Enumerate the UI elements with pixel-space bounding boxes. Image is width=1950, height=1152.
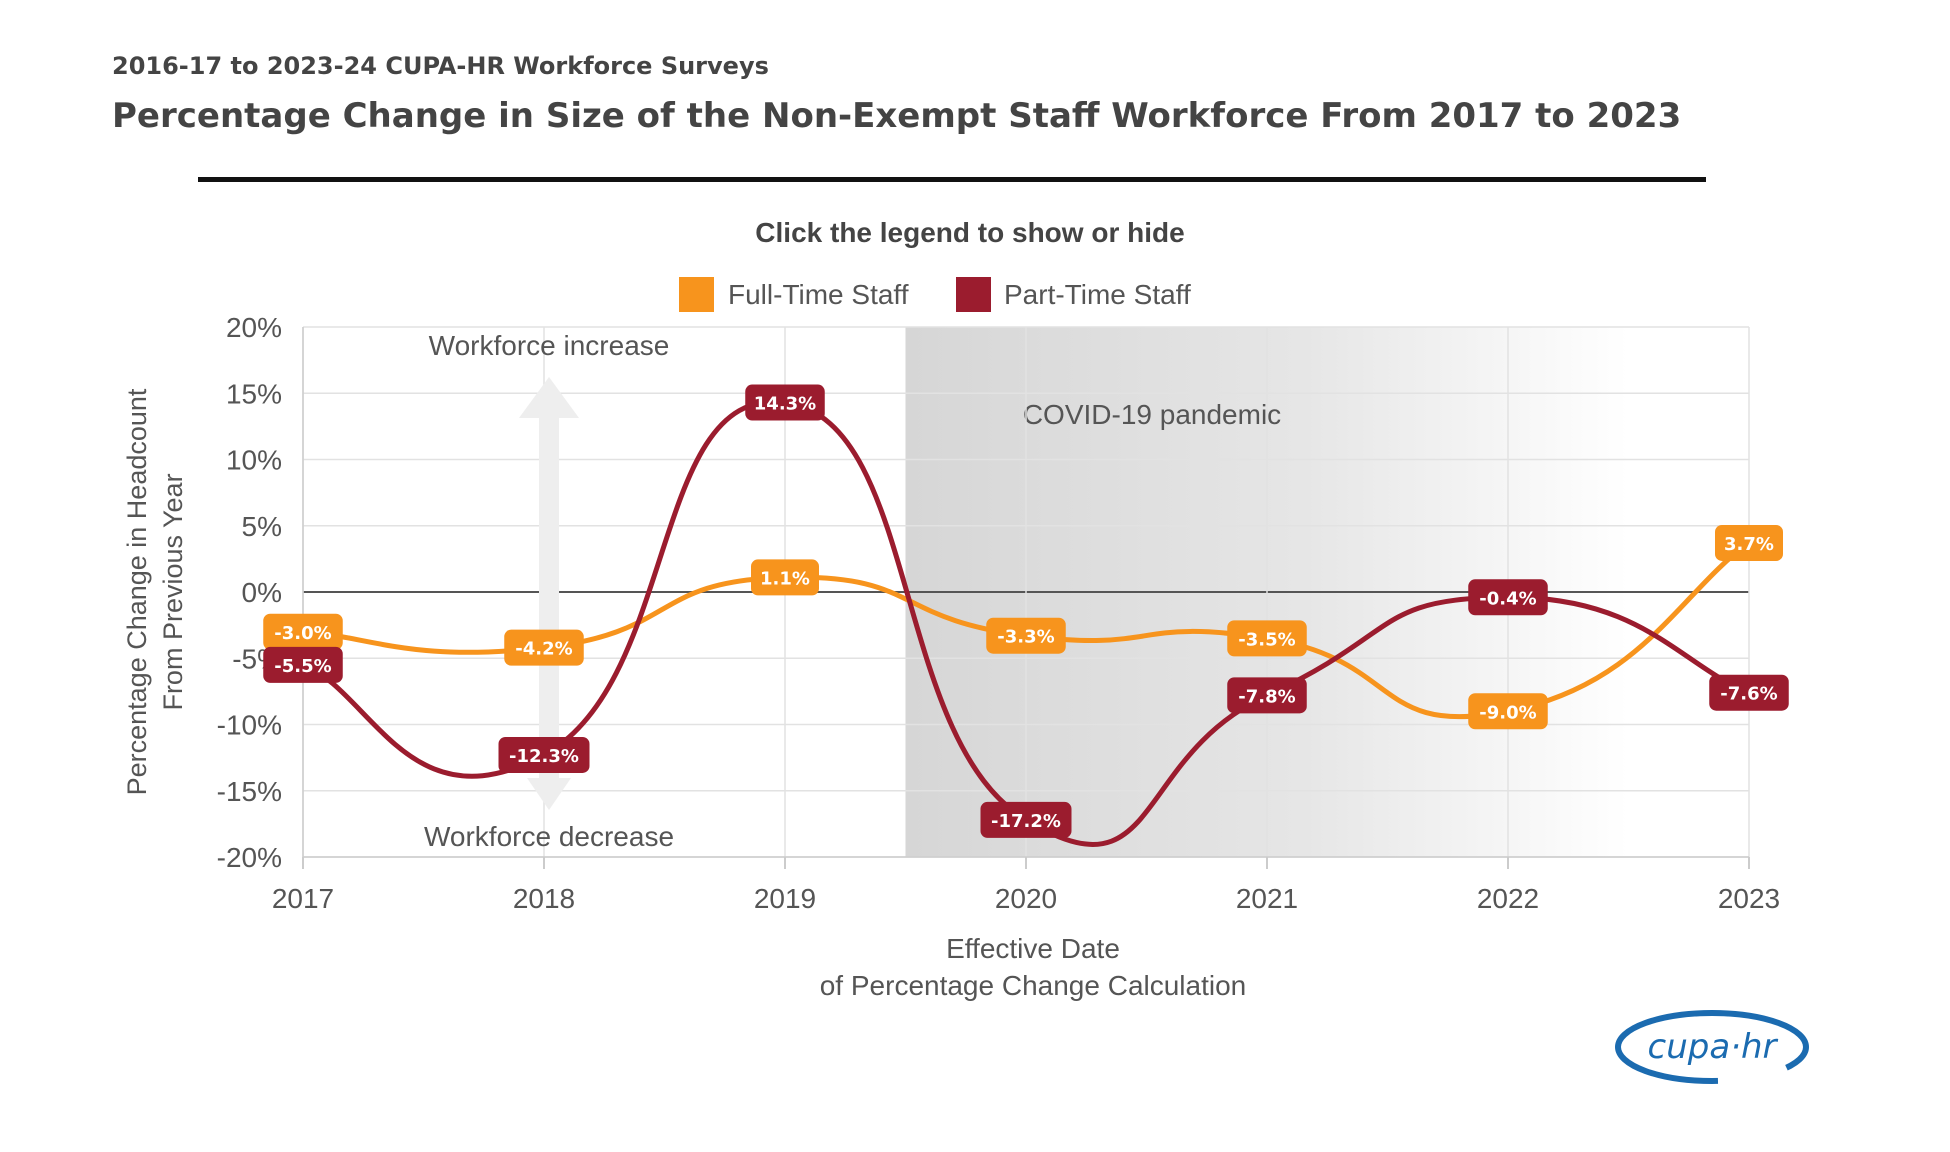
legend-label-part-time: Part-Time Staff	[1004, 279, 1191, 310]
legend-item-part-time[interactable]: Part-Time Staff	[956, 277, 1191, 312]
data-label-text: 14.3%	[754, 394, 816, 415]
x-tick-label: 2017	[272, 883, 334, 914]
x-tick-label: 2021	[1236, 883, 1298, 914]
y-tick-label: 0%	[242, 577, 282, 608]
data-label-text: -4.2%	[515, 639, 572, 660]
data-label-full-time: -9.0%	[1468, 693, 1548, 730]
data-label-full-time: 3.7%	[1715, 524, 1783, 561]
legend-swatch-part-time	[956, 277, 991, 312]
chart-header: 2016-17 to 2023-24 CUPA-HR Workforce Sur…	[112, 52, 1681, 136]
y-tick-label: -20%	[217, 842, 282, 873]
x-axis-label-line2: of Percentage Change Calculation	[820, 970, 1247, 1001]
y-tick-label: -10%	[217, 710, 282, 741]
covid-annotation: COVID-19 pandemic	[1023, 399, 1281, 430]
legend: Full-Time Staff Part-Time Staff	[679, 277, 1191, 312]
data-label-box	[751, 559, 819, 596]
data-label-box	[1227, 677, 1307, 714]
data-label-text: -9.0%	[1479, 702, 1536, 723]
data-label-part-time: -7.8%	[1227, 677, 1307, 714]
y-tick-label: 5%	[242, 511, 282, 542]
data-label-box	[1468, 693, 1548, 730]
data-label-box	[745, 384, 825, 421]
data-label-text: -12.3%	[509, 746, 579, 767]
data-label-text: -0.4%	[1479, 588, 1536, 609]
x-tick-label: 2019	[754, 883, 816, 914]
direction-arrow	[519, 377, 579, 810]
x-axis-ticks: 2017 2018 2019 2020 2021 2022 2023	[272, 883, 1780, 914]
data-label-box	[504, 629, 584, 666]
data-label-text: -7.8%	[1238, 686, 1295, 707]
data-label-text: -5.5%	[274, 656, 331, 677]
y-axis-label-line1: Percentage Change in Headcount	[122, 388, 152, 795]
annotation-increase: Workforce increase	[429, 330, 670, 361]
legend-instruction: Click the legend to show or hide	[755, 217, 1184, 248]
data-label-text: -3.0%	[274, 623, 331, 644]
data-label-text: -17.2%	[991, 811, 1061, 832]
y-axis-label-line2: From Previous Year	[158, 473, 188, 710]
data-label-box	[986, 617, 1066, 654]
x-tick-label: 2018	[513, 883, 575, 914]
y-axis-ticks: 20%15%10%5%0%-5%-10%-15%-20%	[217, 312, 282, 873]
annotation-decrease: Workforce decrease	[424, 821, 674, 852]
series-group: -3.0% -4.2% 1.1% -3.3% -3.5% -9.0% 3.7% -5.5% -1…	[263, 384, 1789, 847]
data-label-box	[1715, 524, 1783, 561]
data-label-text: -3.5%	[1238, 629, 1295, 650]
y-tick-label: 15%	[226, 378, 282, 409]
legend-swatch-full-time	[679, 277, 714, 312]
data-label-text: 3.7%	[1724, 534, 1774, 555]
data-label-part-time: -17.2%	[980, 801, 1072, 838]
data-label-box	[263, 613, 343, 650]
cupa-hr-logo-text: cupa·hr	[1648, 1027, 1779, 1067]
x-tick-label: 2023	[1718, 883, 1780, 914]
data-label-full-time: -3.0%	[263, 613, 343, 650]
data-label-box	[263, 646, 343, 683]
data-label-box	[980, 801, 1072, 838]
data-label-part-time: -7.6%	[1709, 674, 1789, 711]
x-tick-label: 2020	[995, 883, 1057, 914]
data-label-part-time: -12.3%	[498, 736, 590, 773]
data-label-box	[1709, 674, 1789, 711]
data-label-part-time: -0.4%	[1468, 579, 1548, 616]
title-divider	[198, 177, 1706, 182]
data-label-text: -7.6%	[1720, 684, 1777, 705]
data-label-text: 1.1%	[760, 568, 810, 589]
data-label-box	[1227, 620, 1307, 657]
data-label-part-time: 14.3%	[745, 384, 825, 421]
y-tick-label: 10%	[226, 445, 282, 476]
y-tick-label: -15%	[217, 776, 282, 807]
x-axis-label-line1: Effective Date	[946, 933, 1120, 964]
data-label-text: -3.3%	[997, 627, 1054, 648]
legend-label-full-time: Full-Time Staff	[728, 279, 909, 310]
x-tick-label: 2022	[1477, 883, 1539, 914]
data-label-box	[498, 736, 590, 773]
y-tick-label: 20%	[226, 312, 282, 343]
data-label-full-time: -3.5%	[1227, 620, 1307, 657]
data-label-part-time: -5.5%	[263, 646, 343, 683]
chart-subtitle: 2016-17 to 2023-24 CUPA-HR Workforce Sur…	[112, 52, 769, 80]
cupa-hr-logo: cupa·hr	[1612, 1003, 1812, 1098]
data-label-full-time: -3.3%	[986, 617, 1066, 654]
legend-item-full-time[interactable]: Full-Time Staff	[679, 277, 909, 312]
data-label-full-time: 1.1%	[751, 559, 819, 596]
chart-title: Percentage Change in Size of the Non-Exe…	[112, 96, 1682, 136]
data-label-box	[1468, 579, 1548, 616]
data-label-full-time: -4.2%	[504, 629, 584, 666]
